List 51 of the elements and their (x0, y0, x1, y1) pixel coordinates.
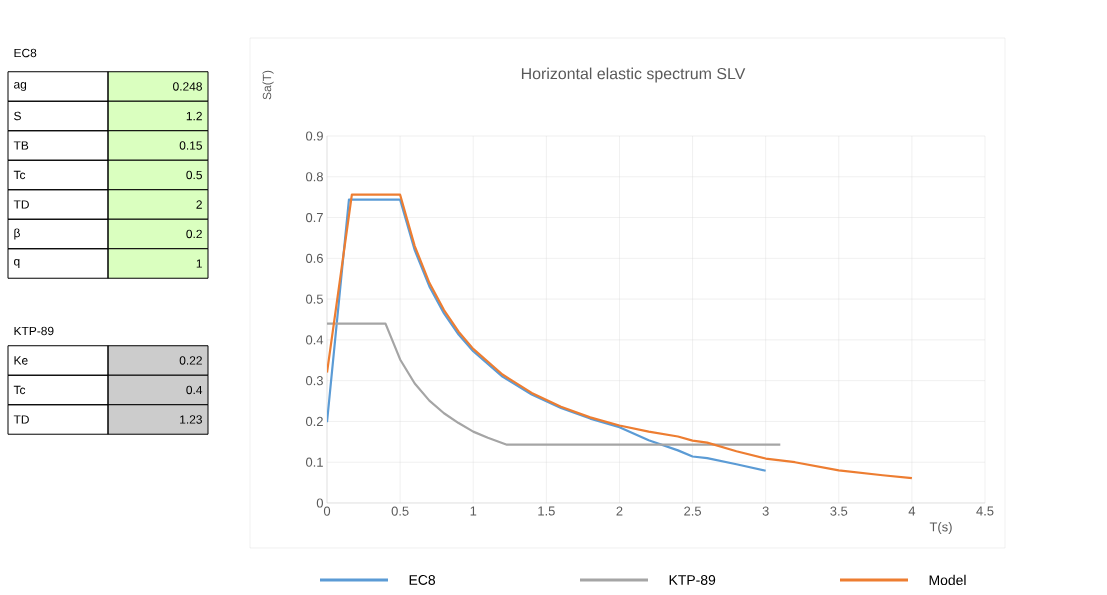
text: Tc (13, 170, 26, 180)
y-tick-label: 0.9 (305, 131, 323, 141)
x-tick-label: 4.5 (976, 506, 994, 516)
legend-label: EC8 (409, 575, 436, 585)
x-tick-label: 2 (616, 506, 623, 516)
text: TD (13, 415, 29, 424)
text: 1.2 (186, 111, 202, 121)
text: 0.248 (173, 82, 202, 91)
text: S (14, 111, 21, 121)
x-tick-label: 3.5 (830, 506, 848, 516)
y-tick-label: 0.7 (305, 212, 323, 223)
text: Tc (13, 385, 26, 395)
text: KTP-89 (14, 326, 54, 336)
line-series (327, 198, 767, 472)
legend-label: KTP-89 (669, 575, 716, 585)
text: ag (14, 82, 27, 91)
text: q (14, 259, 20, 268)
y-tick-label: 0.2 (305, 416, 323, 427)
x-tick-label: 4 (908, 506, 916, 516)
text: TD (13, 200, 29, 209)
x-tick-label: 2.5 (684, 506, 702, 516)
text: Ke (14, 356, 28, 365)
y-tick-label: 0.4 (305, 335, 324, 345)
text: 0.22 (179, 356, 202, 365)
y-tick-label: 0.6 (305, 253, 323, 263)
text: 0.15 (179, 141, 202, 150)
y-tick-label: 0.5 (305, 294, 323, 304)
y-tick-label: 0.8 (305, 172, 323, 182)
text: 2 (196, 200, 202, 209)
text: 1.23 (180, 415, 202, 424)
chart-title: Horizontal elastic spectrum SLV (521, 67, 746, 83)
y-tick-label: 0.1 (305, 457, 323, 467)
x-tick-label: 0 (323, 506, 331, 516)
text: β (14, 228, 20, 240)
x-tick-label: 1.5 (538, 506, 555, 516)
text: 0.2 (186, 229, 202, 239)
y-tick-label: 0 (316, 498, 323, 508)
x-tick-label: 3 (762, 506, 769, 516)
x-axis-title: T(s) (929, 521, 952, 535)
text: 0.5 (186, 170, 202, 180)
text: 0.4 (186, 385, 203, 395)
line-series (327, 322, 782, 446)
x-tick-label: 0.5 (391, 506, 409, 516)
x-tick-label: 1 (470, 506, 477, 516)
y-axis-title: Sa(T) (262, 70, 274, 100)
line-series (327, 193, 913, 480)
text: TB (13, 141, 29, 150)
text: 1 (196, 259, 202, 268)
legend-label: Model (929, 574, 966, 586)
text: EC8 (14, 48, 37, 58)
y-tick-label: 0.3 (305, 376, 323, 386)
